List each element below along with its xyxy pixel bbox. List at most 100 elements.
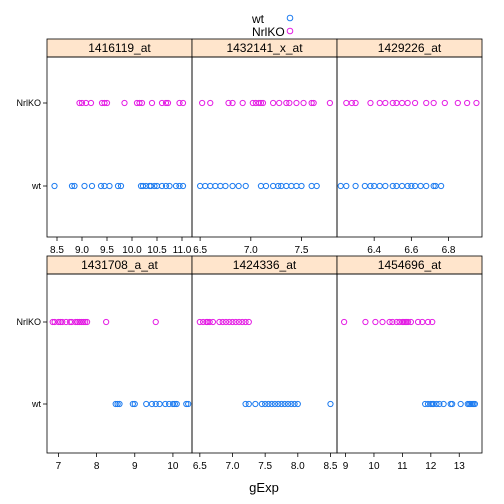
data-point-wt [343, 182, 350, 190]
data-point-wt [294, 400, 301, 408]
data-point-wt [116, 400, 123, 408]
x-tick-label: 6.5 [193, 245, 207, 256]
data-point-wt [271, 400, 279, 408]
data-point-wt [417, 182, 424, 190]
data-point-wt [217, 182, 224, 190]
y-tick-label: wt [31, 399, 41, 409]
data-point-wt [367, 182, 374, 190]
data-point-wt [281, 400, 288, 408]
x-tick-label: 10.0 [122, 245, 142, 256]
data-point-nrlko [222, 318, 230, 326]
data-point-wt [152, 400, 159, 408]
data-point-nrlko [239, 318, 246, 326]
data-point-nrlko [376, 99, 383, 107]
data-point-wt [404, 182, 411, 190]
data-point-nrlko [245, 318, 252, 326]
x-axis-label: gExp [249, 480, 279, 495]
y-tick-label: NrlKO [17, 98, 42, 108]
data-point-wt [179, 182, 187, 190]
data-point-wt [257, 182, 265, 190]
data-point-nrlko [473, 99, 480, 107]
data-point-wt [327, 400, 334, 408]
data-point-nrlko [235, 318, 243, 326]
data-point-wt [288, 400, 295, 408]
data-point-wt [288, 182, 295, 190]
x-tick-label: 7.0 [244, 245, 258, 256]
data-point-nrlko [207, 99, 214, 107]
legend-marker-nrlko [286, 27, 294, 35]
data-point-wt [262, 182, 270, 190]
data-point-nrlko [74, 318, 81, 326]
data-point-nrlko [259, 99, 267, 107]
data-point-wt [436, 400, 443, 408]
x-tick-label: 6.8 [442, 245, 456, 256]
data-point-wt [235, 182, 242, 190]
data-point-wt [389, 182, 396, 190]
data-point-nrlko [152, 318, 159, 326]
data-point-wt [71, 182, 78, 190]
data-point-wt [171, 400, 178, 408]
data-point-nrlko [66, 318, 73, 326]
data-point-wt [382, 182, 389, 190]
data-point-nrlko [219, 318, 226, 326]
y-tick-label: NrlKO [17, 317, 42, 327]
data-point-nrlko [57, 318, 64, 326]
data-point-wt [293, 182, 300, 190]
data-point-nrlko [225, 99, 232, 107]
data-point-wt [166, 182, 173, 190]
data-point-nrlko [158, 99, 166, 107]
data-point-nrlko [414, 318, 422, 326]
data-point-nrlko [310, 99, 317, 107]
data-point-nrlko [162, 99, 170, 107]
data-point-wt [106, 182, 113, 190]
data-point-wt [291, 400, 298, 408]
data-point-nrlko [343, 99, 350, 107]
x-tick-label: 8.5 [50, 245, 64, 256]
data-point-nrlko [76, 99, 83, 107]
x-tick-label: 6.5 [193, 461, 207, 472]
data-point-wt [283, 182, 290, 190]
data-point-wt [361, 182, 368, 190]
data-point-nrlko [430, 99, 437, 107]
data-point-nrlko [49, 318, 56, 326]
data-point-nrlko [229, 99, 236, 107]
data-point-nrlko [411, 99, 419, 107]
data-point-nrlko [226, 318, 233, 326]
x-tick-label: 8.5 [324, 461, 338, 472]
data-point-nrlko [404, 99, 411, 107]
data-point-wt [197, 182, 204, 190]
data-point-wt [308, 182, 315, 190]
x-tick-label: 7.5 [295, 245, 309, 256]
data-point-wt [97, 182, 105, 190]
x-tick-label: 7.0 [226, 461, 240, 472]
panel-title: 1416119_at [88, 41, 151, 55]
data-point-nrlko [136, 99, 143, 107]
data-point-wt [147, 182, 155, 190]
data-point-wt [172, 182, 180, 190]
data-point-wt [101, 182, 108, 190]
x-tick-label: 8.0 [291, 461, 305, 472]
data-point-nrlko [216, 318, 223, 326]
x-tick-label: 9 [343, 461, 349, 472]
data-point-nrlko [72, 318, 79, 326]
x-tick-label: 11 [397, 461, 408, 472]
data-point-nrlko [367, 99, 374, 107]
data-point-wt [262, 400, 269, 408]
data-point-nrlko [283, 99, 290, 107]
data-point-wt [169, 400, 177, 408]
data-point-nrlko [404, 318, 412, 326]
data-point-wt [139, 182, 147, 190]
data-point-nrlko [326, 99, 334, 107]
data-point-wt [143, 400, 150, 408]
data-point-wt [117, 182, 125, 190]
data-point-nrlko [300, 99, 307, 107]
panel-frame [336, 56, 483, 238]
data-point-wt [245, 400, 252, 408]
data-point-wt [114, 400, 121, 408]
data-point-wt [202, 182, 209, 190]
data-point-nrlko [389, 318, 396, 326]
data-point-wt [166, 400, 173, 408]
data-point-wt [433, 400, 440, 408]
x-tick-label: 9 [132, 461, 138, 472]
data-point-wt [457, 400, 464, 408]
